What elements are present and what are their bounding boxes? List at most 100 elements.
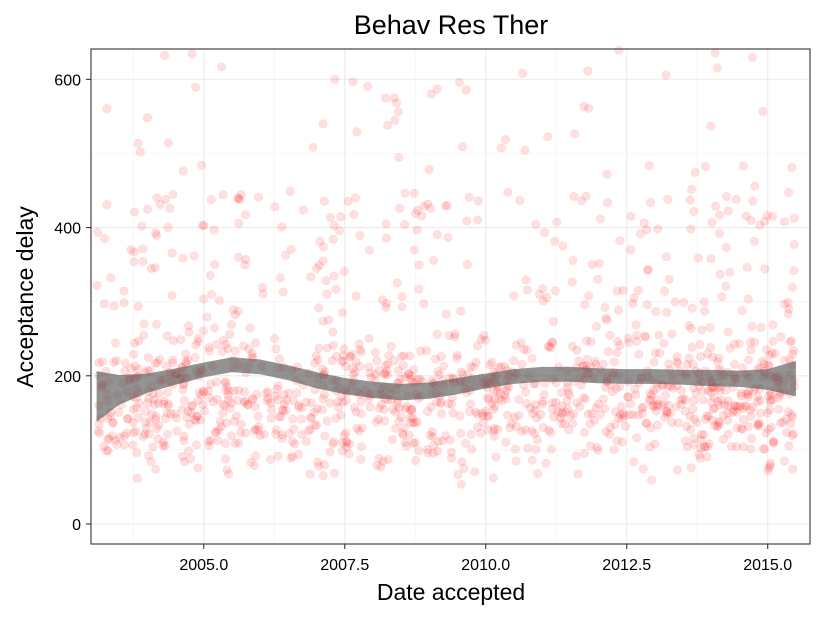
data-point — [275, 354, 285, 364]
data-point — [372, 356, 382, 366]
data-point — [389, 356, 399, 366]
data-point — [680, 406, 690, 416]
data-point — [623, 392, 633, 402]
data-point — [626, 399, 636, 409]
data-point — [250, 426, 260, 436]
data-point — [743, 294, 753, 304]
data-point — [253, 411, 263, 421]
data-point — [750, 181, 760, 191]
data-point — [210, 323, 220, 333]
data-point — [617, 414, 627, 424]
y-tick-label: 200 — [54, 369, 81, 386]
data-point — [190, 415, 200, 425]
data-point — [538, 296, 548, 306]
data-point — [614, 413, 624, 423]
data-point — [781, 414, 791, 424]
data-point — [718, 434, 728, 444]
data-point — [432, 84, 442, 94]
data-point — [602, 198, 612, 208]
data-point — [478, 417, 488, 427]
data-point — [162, 331, 172, 341]
data-point — [760, 216, 770, 226]
data-point — [521, 387, 531, 397]
data-point — [220, 401, 230, 411]
data-point — [788, 345, 798, 355]
data-point — [456, 479, 466, 489]
data-point — [204, 436, 214, 446]
data-point — [730, 401, 740, 411]
data-point — [637, 409, 647, 419]
data-point — [664, 400, 674, 410]
data-point — [266, 398, 276, 408]
data-point — [414, 446, 424, 456]
data-point — [387, 435, 397, 445]
data-point — [562, 396, 572, 406]
data-point — [779, 217, 789, 227]
data-point — [297, 403, 307, 413]
data-point — [333, 402, 343, 412]
data-point — [119, 440, 129, 450]
data-point — [160, 414, 170, 424]
data-point — [318, 471, 328, 481]
data-point — [517, 359, 527, 369]
data-point — [723, 408, 733, 418]
data-point — [765, 395, 775, 405]
data-point — [700, 306, 710, 316]
data-point — [356, 442, 366, 452]
data-point — [402, 441, 412, 451]
data-point — [143, 353, 153, 363]
data-point — [150, 263, 160, 273]
data-point — [222, 382, 232, 392]
data-point — [181, 349, 191, 359]
data-point — [699, 430, 709, 440]
data-point — [706, 254, 716, 264]
data-point — [605, 330, 615, 340]
data-point — [702, 442, 712, 452]
data-point — [687, 342, 697, 352]
data-point — [141, 417, 151, 427]
data-point — [723, 396, 733, 406]
data-point — [218, 408, 228, 418]
data-point — [168, 355, 178, 365]
data-point — [481, 406, 491, 416]
data-point — [222, 418, 232, 428]
data-point — [569, 192, 579, 202]
data-point — [707, 415, 717, 425]
data-point — [719, 410, 729, 420]
data-point — [788, 464, 798, 474]
chart-title: Behav Res Ther — [354, 10, 549, 40]
data-point — [109, 301, 119, 311]
data-point — [646, 423, 656, 433]
data-point — [673, 418, 683, 428]
data-point — [518, 68, 528, 78]
data-point — [472, 422, 482, 432]
data-point — [259, 429, 269, 439]
data-point — [708, 352, 718, 362]
data-point — [276, 412, 286, 422]
data-point — [773, 393, 783, 403]
data-point — [437, 409, 447, 419]
data-point — [787, 412, 797, 422]
data-point — [197, 160, 207, 170]
data-point — [760, 444, 770, 454]
data-point — [615, 236, 625, 246]
data-point — [662, 409, 672, 419]
data-point — [192, 411, 202, 421]
data-point — [379, 404, 389, 414]
data-point — [688, 404, 698, 414]
data-point — [205, 270, 215, 280]
data-point — [686, 224, 696, 234]
data-point — [713, 396, 723, 406]
data-point — [411, 209, 421, 219]
data-point — [736, 388, 746, 398]
data-point — [386, 342, 396, 352]
data-point — [161, 361, 171, 371]
data-point — [233, 306, 243, 316]
data-point — [402, 401, 412, 411]
data-point — [389, 93, 399, 103]
data-point — [198, 220, 208, 230]
data-point — [145, 417, 155, 427]
data-point — [150, 395, 160, 405]
data-point — [645, 442, 655, 452]
data-point — [245, 323, 255, 333]
